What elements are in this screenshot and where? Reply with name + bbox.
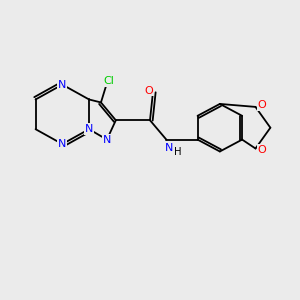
Text: O: O [258, 100, 266, 110]
Text: Cl: Cl [103, 76, 114, 86]
Text: O: O [258, 145, 266, 155]
Text: H: H [174, 147, 182, 158]
Text: N: N [103, 135, 111, 145]
Text: N: N [164, 143, 173, 153]
Text: O: O [144, 85, 153, 96]
Text: N: N [85, 124, 93, 134]
Text: N: N [58, 139, 67, 149]
Text: N: N [58, 80, 67, 90]
